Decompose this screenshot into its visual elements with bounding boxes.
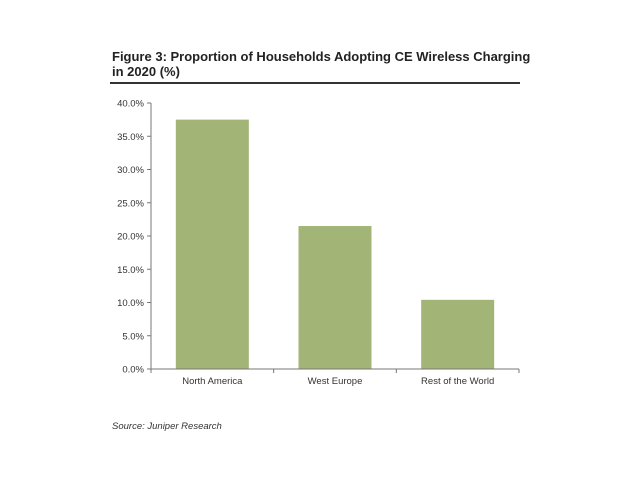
y-tick-label: 10.0% — [117, 298, 144, 309]
y-tick-label: 35.0% — [117, 132, 144, 143]
source-note: Source: Juniper Research — [112, 421, 222, 432]
chart-title: Figure 3: Proportion of Households Adopt… — [112, 49, 531, 79]
y-tick-label: 20.0% — [117, 232, 144, 243]
x-tick-label: West Europe — [308, 376, 363, 387]
title-rule — [110, 82, 520, 84]
y-tick-label: 15.0% — [117, 265, 144, 276]
x-axis: North America West Europe Rest of the Worl… — [150, 368, 520, 387]
y-tick-label: 0.0% — [122, 365, 144, 376]
y-tick-label: 5.0% — [122, 331, 144, 342]
x-tick-label: North America — [182, 376, 243, 387]
y-tick-label: 30.0% — [117, 165, 144, 176]
bar — [298, 226, 372, 369]
y-tick-label: 25.0% — [117, 198, 144, 209]
bars — [175, 119, 495, 369]
bar — [175, 119, 249, 369]
y-tick-label: 40.0% — [117, 99, 144, 110]
y-axis: 0.0% 5.0% 10.0% 15.0% 20.0% 25.0% 30.0% 35.0% 40… — [117, 99, 152, 376]
bar — [421, 299, 495, 369]
x-tick-label: Rest of the World — [421, 376, 494, 387]
